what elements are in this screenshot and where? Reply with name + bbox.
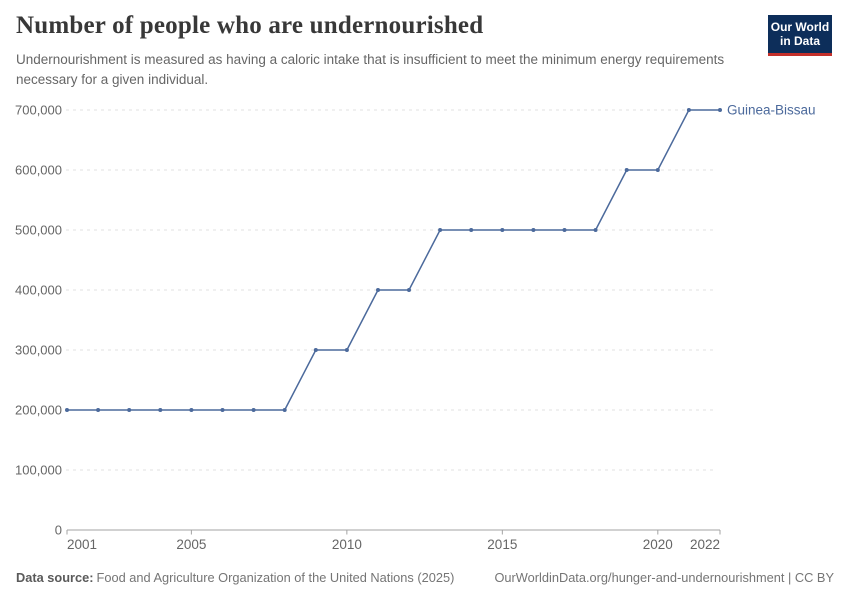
owid-logo[interactable]: Our World in Data [768, 15, 832, 56]
data-point [344, 348, 349, 352]
page-title: Number of people who are undernourished [16, 12, 484, 39]
owid-logo-line2: in Data [779, 34, 820, 49]
data-point [313, 348, 318, 352]
data-point [500, 228, 505, 232]
series-end-label: Guinea-Bissau [727, 103, 816, 118]
y-axis-label: 300,000 [15, 343, 62, 358]
data-point [96, 408, 101, 412]
x-axis-label: 2001 [67, 537, 97, 552]
footer-link[interactable]: OurWorldinData.org/hunger-and-undernouri… [494, 570, 834, 585]
data-point [251, 408, 256, 412]
data-point [65, 408, 69, 412]
data-point [407, 288, 411, 292]
y-axis-label: 700,000 [15, 103, 62, 118]
data-point [718, 108, 722, 112]
data-point [127, 408, 132, 412]
data-source-text: Food and Agriculture Organization of the… [96, 570, 455, 585]
owid-logo-line1: Our World [770, 20, 830, 34]
x-axis-label: 2015 [487, 537, 517, 552]
chart-footer: Data source: Food and Agriculture Organiz… [16, 570, 834, 585]
data-point [220, 408, 225, 412]
y-axis-label: 200,000 [15, 403, 62, 418]
y-axis-label: 600,000 [15, 163, 62, 178]
y-axis-label: 400,000 [15, 283, 62, 298]
data-point [562, 228, 567, 232]
data-source: Data source: Food and Agriculture Organiz… [16, 570, 454, 585]
data-point [158, 408, 163, 412]
data-point [624, 168, 629, 172]
data-point [282, 408, 287, 412]
data-point [655, 168, 660, 172]
series-line [67, 109, 720, 411]
x-axis-label: 2005 [176, 537, 206, 552]
x-axis-label: 2020 [643, 537, 673, 552]
x-axis-label: 2022 [690, 537, 720, 552]
chart-subtitle: Undernourishment is measured as having a… [16, 52, 725, 87]
data-point [438, 228, 443, 232]
data-point [531, 228, 536, 232]
x-axis-label: 2010 [332, 537, 362, 552]
data-point [686, 108, 691, 112]
data-point [593, 228, 598, 232]
y-axis-label: 0 [55, 523, 62, 538]
y-axis-label: 500,000 [15, 223, 62, 238]
y-axis-label: 100,000 [15, 463, 62, 478]
data-point [189, 408, 194, 412]
data-source-label: Data source: [16, 570, 94, 585]
data-point [376, 288, 380, 292]
data-point [469, 228, 474, 232]
